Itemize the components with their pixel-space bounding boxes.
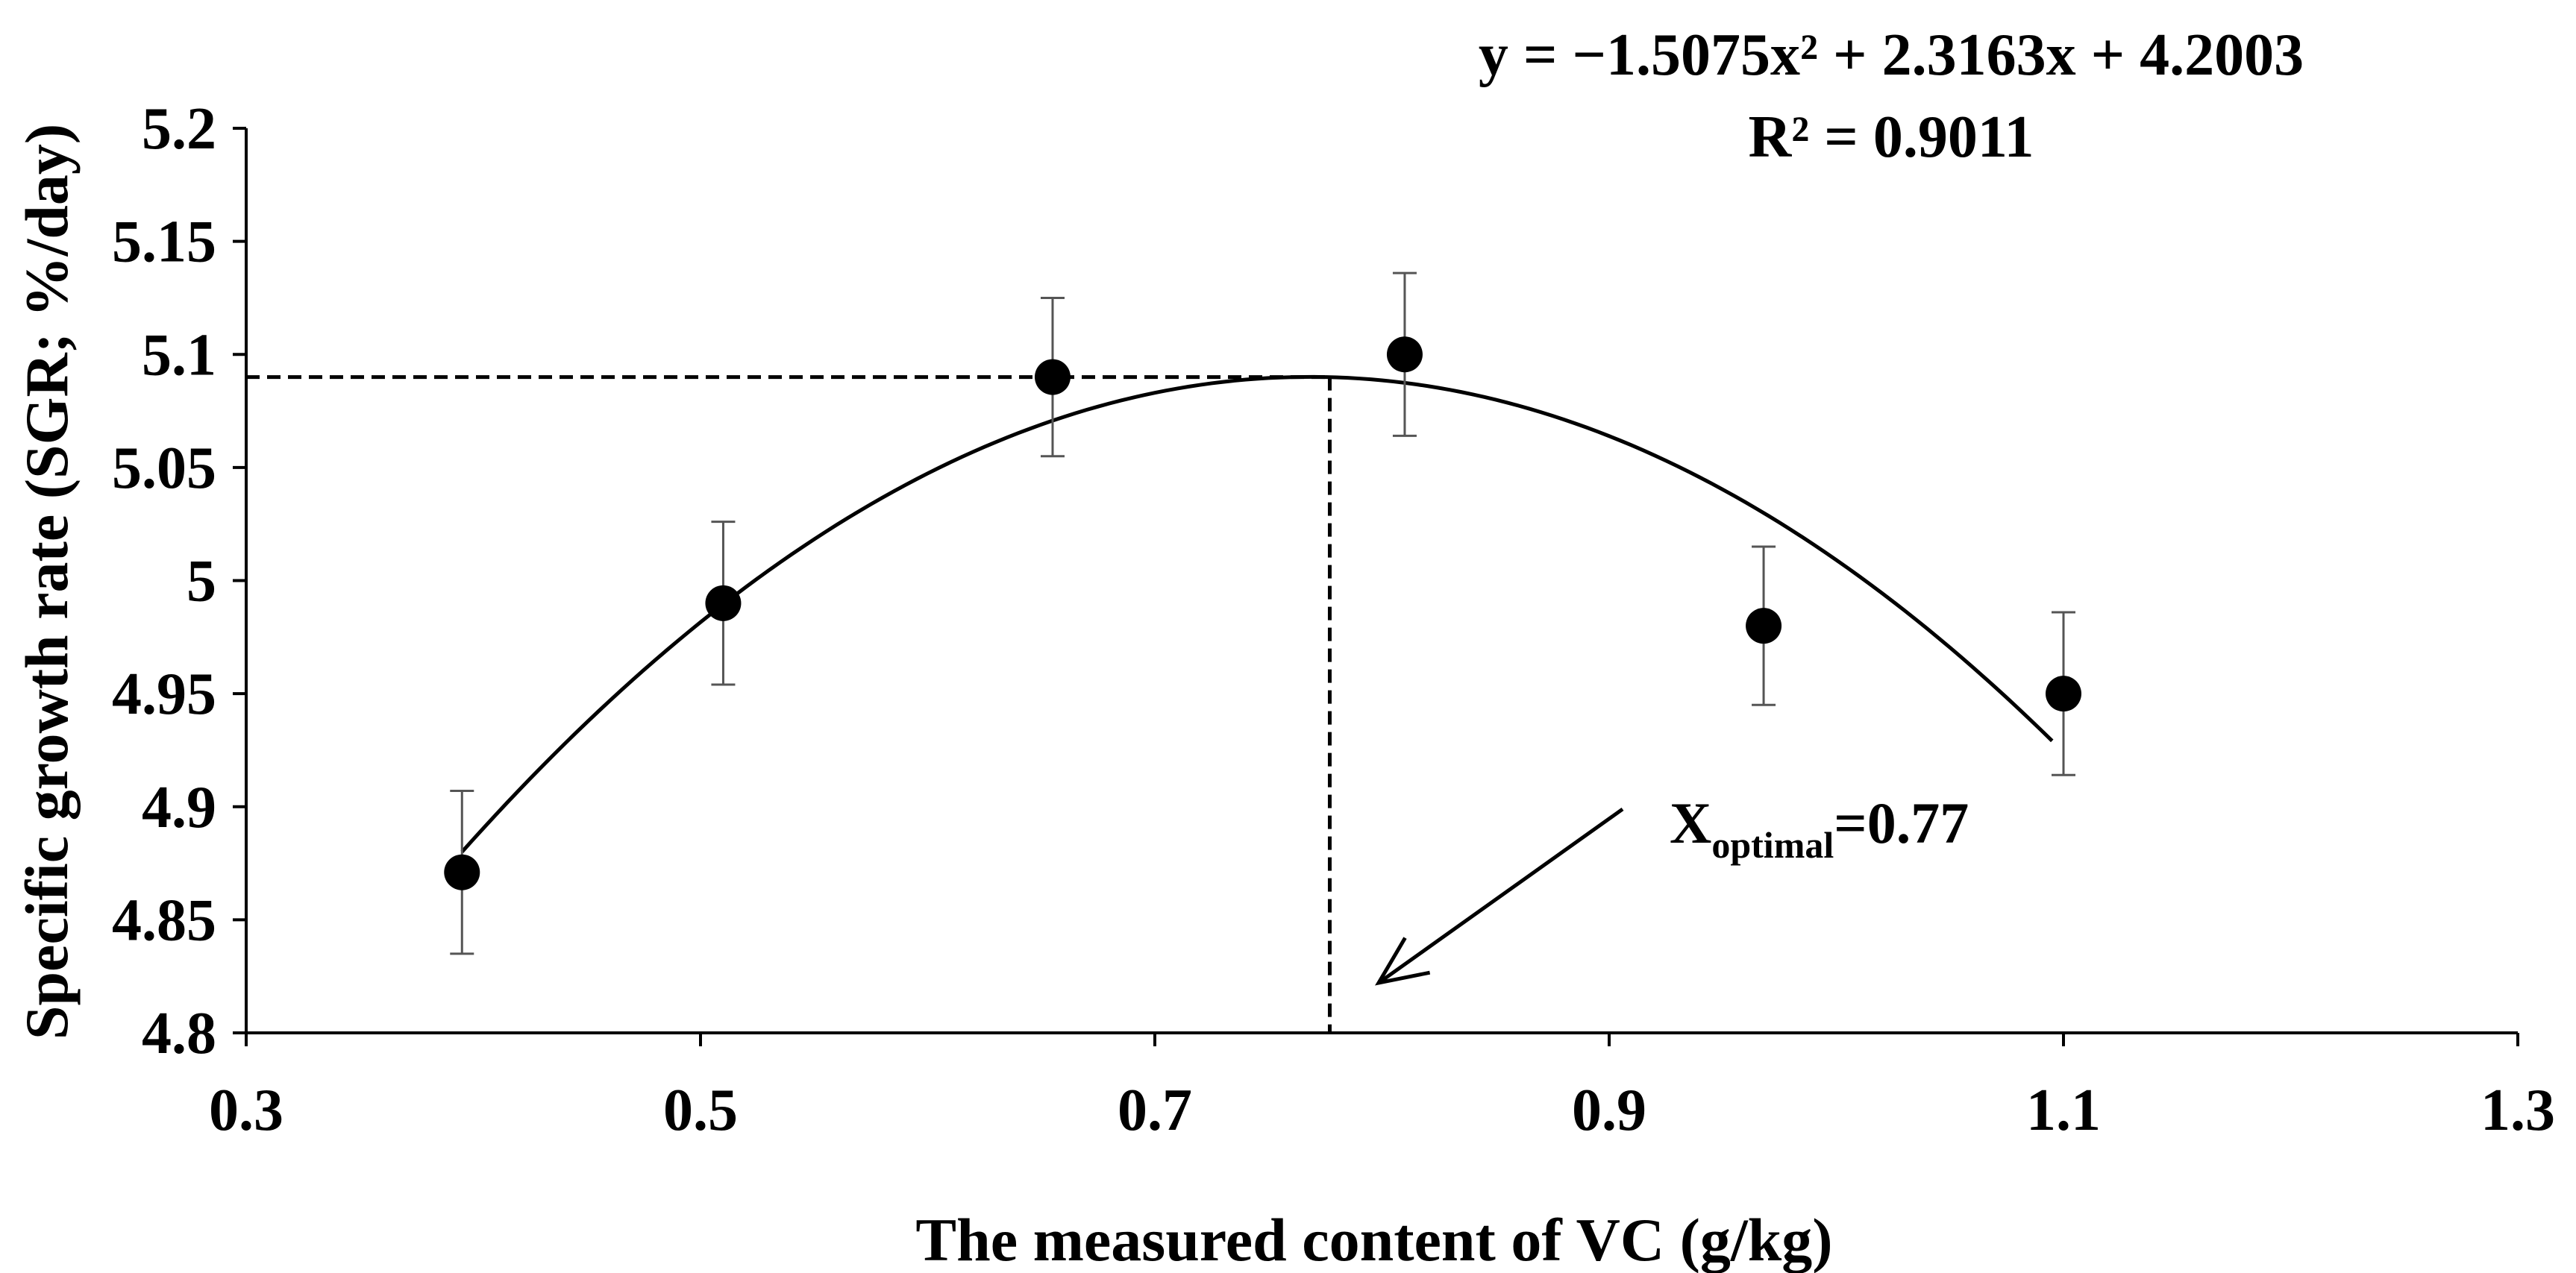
y-tick-label-1: 4.85 [112, 887, 216, 953]
axes: 4.8 4.85 4.9 4.95 5 5.05 5.1 5.15 5.2 0.3 0.5 0.7 0.… [112, 96, 2555, 1143]
optimal-label-value: =0.77 [1834, 790, 1969, 855]
optimal-arrow-head [1375, 937, 1431, 986]
data-point-3 [1386, 336, 1423, 373]
x-tick-label-5: 1.3 [2481, 1078, 2555, 1143]
fit-curve [460, 374, 2054, 853]
data-point-2 [1034, 359, 1071, 395]
y-tick-label-7: 5.15 [112, 210, 216, 275]
optimal-label-main: X [1670, 790, 1711, 855]
fit-layer [460, 374, 2054, 853]
y-tick-label-8: 5.2 [142, 96, 216, 162]
optimal-arrow-shaft [1377, 807, 1624, 985]
y-tick-label-4: 5 [187, 549, 216, 615]
x-tick-label-4: 1.1 [2026, 1078, 2101, 1143]
y-tick-label-0: 4.8 [142, 1001, 216, 1066]
y-tick-label-6: 5.1 [142, 322, 216, 388]
x-tick-label-2: 0.7 [1118, 1078, 1192, 1143]
x-tick-label-0: 0.3 [209, 1078, 283, 1143]
optimal-label: Xoptimal=0.77 [1670, 790, 1969, 866]
x-axis-title: The measured content of VC (g/kg) [915, 1206, 1832, 1273]
optimal-label-sub: optimal [1711, 824, 1834, 866]
data-point-5 [2046, 676, 2081, 712]
r-squared: R² = 0.9011 [1749, 104, 2034, 170]
fit-equation: y = −1.5075x² + 2.3163x + 4.2003 [1479, 22, 2304, 88]
y-tick-label-2: 4.9 [142, 775, 216, 840]
optimal-guides [246, 375, 1624, 1033]
data-point-1 [705, 585, 742, 621]
y-axis-title: Specific growth rate (SGR; %/day) [13, 124, 81, 1040]
data-points [444, 271, 2081, 955]
x-tick-label-1: 0.5 [663, 1078, 738, 1143]
x-tick-label-3: 0.9 [1572, 1078, 1646, 1143]
data-point-4 [1746, 608, 1782, 644]
data-point-0 [444, 854, 480, 890]
y-tick-label-3: 4.95 [112, 661, 216, 727]
y-tick-label-5: 5.05 [112, 436, 216, 501]
